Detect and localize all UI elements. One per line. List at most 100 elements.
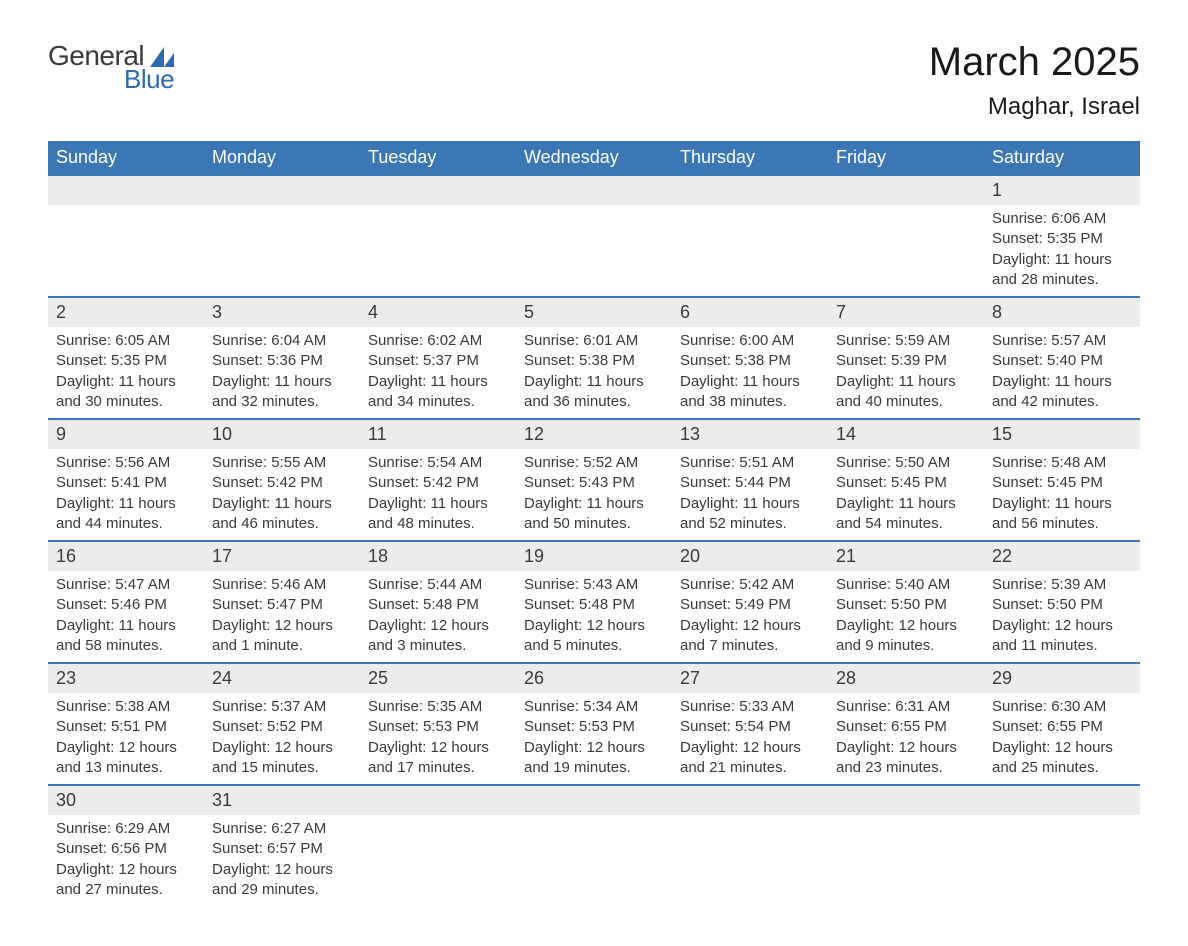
sunset-text: Sunset: 5:48 PM — [368, 595, 508, 615]
day-number-cell: 7 — [828, 298, 984, 327]
day-number-cell — [984, 786, 1140, 815]
sunset-text: Sunset: 5:36 PM — [212, 351, 352, 371]
daylight-text-2: and 36 minutes. — [524, 392, 664, 412]
sunrise-text: Sunrise: 6:01 AM — [524, 331, 664, 351]
daylight-text-1: Daylight: 12 hours — [680, 616, 820, 636]
weekday-tue: Tuesday — [360, 141, 516, 174]
day-content-cell: Sunrise: 6:30 AMSunset: 6:55 PMDaylight:… — [984, 693, 1140, 784]
day-content-cell: Sunrise: 6:31 AMSunset: 6:55 PMDaylight:… — [828, 693, 984, 784]
sunset-text: Sunset: 5:42 PM — [212, 473, 352, 493]
calendar-body: 1Sunrise: 6:06 AMSunset: 5:35 PMDaylight… — [48, 174, 1140, 906]
daylight-text-1: Daylight: 11 hours — [212, 372, 352, 392]
day-number-cell: 27 — [672, 664, 828, 693]
sunset-text: Sunset: 6:55 PM — [992, 717, 1132, 737]
weekday-header: Sunday Monday Tuesday Wednesday Thursday… — [48, 141, 1140, 174]
calendar: Sunday Monday Tuesday Wednesday Thursday… — [48, 141, 1140, 906]
sunset-text: Sunset: 5:37 PM — [368, 351, 508, 371]
day-number-cell: 4 — [360, 298, 516, 327]
week-content-row: Sunrise: 5:38 AMSunset: 5:51 PMDaylight:… — [48, 693, 1140, 784]
sunset-text: Sunset: 5:54 PM — [680, 717, 820, 737]
day-number-cell — [516, 786, 672, 815]
sunset-text: Sunset: 5:39 PM — [836, 351, 976, 371]
daylight-text-2: and 9 minutes. — [836, 636, 976, 656]
day-content-cell — [204, 205, 360, 296]
day-number-cell: 19 — [516, 542, 672, 571]
sunset-text: Sunset: 5:51 PM — [56, 717, 196, 737]
daylight-text-1: Daylight: 11 hours — [992, 250, 1132, 270]
weekday-mon: Monday — [204, 141, 360, 174]
sunrise-text: Sunrise: 5:37 AM — [212, 697, 352, 717]
day-number-cell: 1 — [984, 176, 1140, 205]
sunrise-text: Sunrise: 5:55 AM — [212, 453, 352, 473]
sunset-text: Sunset: 5:49 PM — [680, 595, 820, 615]
sunset-text: Sunset: 6:55 PM — [836, 717, 976, 737]
day-number-cell: 10 — [204, 420, 360, 449]
daylight-text-1: Daylight: 12 hours — [836, 616, 976, 636]
sunset-text: Sunset: 6:57 PM — [212, 839, 352, 859]
day-number-cell — [204, 176, 360, 205]
sunrise-text: Sunrise: 5:57 AM — [992, 331, 1132, 351]
sunrise-text: Sunrise: 6:02 AM — [368, 331, 508, 351]
sunset-text: Sunset: 5:35 PM — [992, 229, 1132, 249]
day-content-cell: Sunrise: 5:33 AMSunset: 5:54 PMDaylight:… — [672, 693, 828, 784]
sunset-text: Sunset: 6:56 PM — [56, 839, 196, 859]
sunrise-text: Sunrise: 6:04 AM — [212, 331, 352, 351]
sunset-text: Sunset: 5:38 PM — [524, 351, 664, 371]
sunrise-text: Sunrise: 5:38 AM — [56, 697, 196, 717]
sunrise-text: Sunrise: 6:05 AM — [56, 331, 196, 351]
day-content-cell: Sunrise: 6:27 AMSunset: 6:57 PMDaylight:… — [204, 815, 360, 906]
daylight-text-1: Daylight: 11 hours — [56, 372, 196, 392]
title-block: March 2025 Maghar, Israel — [929, 40, 1140, 121]
day-content-cell — [360, 815, 516, 906]
day-number-cell — [672, 176, 828, 205]
daylight-text-2: and 19 minutes. — [524, 758, 664, 778]
page-header: General Blue March 2025 Maghar, Israel — [48, 40, 1140, 121]
day-content-cell: Sunrise: 6:05 AMSunset: 5:35 PMDaylight:… — [48, 327, 204, 418]
sunrise-text: Sunrise: 5:50 AM — [836, 453, 976, 473]
day-content-cell: Sunrise: 5:51 AMSunset: 5:44 PMDaylight:… — [672, 449, 828, 540]
sunset-text: Sunset: 5:46 PM — [56, 595, 196, 615]
logo: General Blue — [48, 40, 174, 95]
day-content-cell: Sunrise: 6:02 AMSunset: 5:37 PMDaylight:… — [360, 327, 516, 418]
sunset-text: Sunset: 5:47 PM — [212, 595, 352, 615]
sunrise-text: Sunrise: 5:42 AM — [680, 575, 820, 595]
daylight-text-1: Daylight: 11 hours — [992, 372, 1132, 392]
day-content-cell — [984, 815, 1140, 906]
daylight-text-2: and 40 minutes. — [836, 392, 976, 412]
daylight-text-1: Daylight: 11 hours — [524, 494, 664, 514]
sunset-text: Sunset: 5:45 PM — [836, 473, 976, 493]
day-content-cell — [360, 205, 516, 296]
day-number-cell: 5 — [516, 298, 672, 327]
sunrise-text: Sunrise: 5:48 AM — [992, 453, 1132, 473]
sunrise-text: Sunrise: 6:00 AM — [680, 331, 820, 351]
day-number-cell — [828, 176, 984, 205]
day-content-cell: Sunrise: 6:01 AMSunset: 5:38 PMDaylight:… — [516, 327, 672, 418]
day-content-cell: Sunrise: 5:56 AMSunset: 5:41 PMDaylight:… — [48, 449, 204, 540]
sunset-text: Sunset: 5:40 PM — [992, 351, 1132, 371]
weekday-fri: Friday — [828, 141, 984, 174]
daylight-text-2: and 48 minutes. — [368, 514, 508, 534]
day-number-cell: 17 — [204, 542, 360, 571]
day-number-cell: 22 — [984, 542, 1140, 571]
week-number-row: 2345678 — [48, 296, 1140, 327]
day-number-cell: 11 — [360, 420, 516, 449]
daylight-text-1: Daylight: 12 hours — [56, 738, 196, 758]
day-content-cell: Sunrise: 5:57 AMSunset: 5:40 PMDaylight:… — [984, 327, 1140, 418]
day-content-cell: Sunrise: 5:34 AMSunset: 5:53 PMDaylight:… — [516, 693, 672, 784]
sunset-text: Sunset: 5:50 PM — [992, 595, 1132, 615]
day-content-cell: Sunrise: 6:29 AMSunset: 6:56 PMDaylight:… — [48, 815, 204, 906]
sunrise-text: Sunrise: 5:54 AM — [368, 453, 508, 473]
day-content-cell — [516, 815, 672, 906]
daylight-text-1: Daylight: 11 hours — [368, 494, 508, 514]
day-number-cell: 25 — [360, 664, 516, 693]
sunrise-text: Sunrise: 5:52 AM — [524, 453, 664, 473]
daylight-text-1: Daylight: 11 hours — [56, 494, 196, 514]
daylight-text-2: and 3 minutes. — [368, 636, 508, 656]
day-content-cell — [672, 815, 828, 906]
day-number-cell: 9 — [48, 420, 204, 449]
day-content-cell: Sunrise: 5:48 AMSunset: 5:45 PMDaylight:… — [984, 449, 1140, 540]
day-number-cell — [828, 786, 984, 815]
sunrise-text: Sunrise: 5:47 AM — [56, 575, 196, 595]
daylight-text-2: and 56 minutes. — [992, 514, 1132, 534]
day-content-cell: Sunrise: 5:38 AMSunset: 5:51 PMDaylight:… — [48, 693, 204, 784]
